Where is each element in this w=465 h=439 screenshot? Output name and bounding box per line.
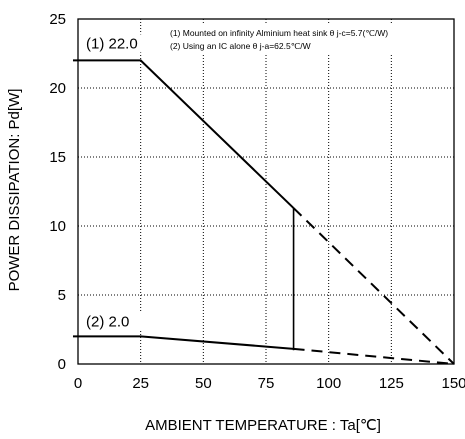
series-1-solid-line: [72, 59, 295, 209]
y-tick-label: 15: [49, 149, 66, 166]
note-line-1: (1) Mounted on infinity Alminium heat si…: [170, 28, 388, 38]
series-label-background: [83, 312, 147, 331]
series-2-label: (2) 2.0: [86, 313, 129, 330]
y-axis-label: POWER DISSIPATION: Pd[W]: [6, 89, 23, 292]
series-1-dashed-line: [292, 207, 455, 365]
curves: (1) 22.0 (2) 2.0: [72, 34, 455, 365]
series-1-label: (1) 22.0: [86, 35, 138, 52]
note-line-2: (2) Using an IC alone θ j-a=62.5℃/W: [170, 41, 311, 51]
x-tick-labels: 0 25 50 75 100 125 150: [74, 375, 465, 392]
series-2-dashed-line: [293, 347, 455, 365]
series-label-background: [83, 34, 147, 53]
y-tick-label: 20: [49, 80, 66, 97]
y-tick-labels: 0 5 10 15 20 25: [49, 11, 66, 373]
y-tick-label: 10: [49, 218, 66, 235]
x-tick-label: 0: [74, 375, 82, 392]
x-tick-label: 100: [316, 375, 341, 392]
grid: [78, 19, 454, 364]
notes: (1) Mounted on infinity Alminium heat si…: [166, 24, 452, 54]
x-tick-label: 125: [379, 375, 404, 392]
series-2-solid-line: [72, 335, 294, 350]
x-tick-label: 150: [441, 375, 465, 392]
x-tick-label: 25: [132, 375, 149, 392]
x-axis-label: AMBIENT TEMPERATURE : Ta[℃]: [145, 417, 381, 434]
y-tick-label: 5: [58, 287, 66, 304]
x-tick-label: 75: [258, 375, 275, 392]
plot-frame: [77, 18, 455, 365]
y-tick-label: 0: [58, 356, 66, 373]
y-tick-label: 25: [49, 11, 66, 28]
notes-background: [166, 24, 452, 54]
x-tick-label: 50: [195, 375, 212, 392]
